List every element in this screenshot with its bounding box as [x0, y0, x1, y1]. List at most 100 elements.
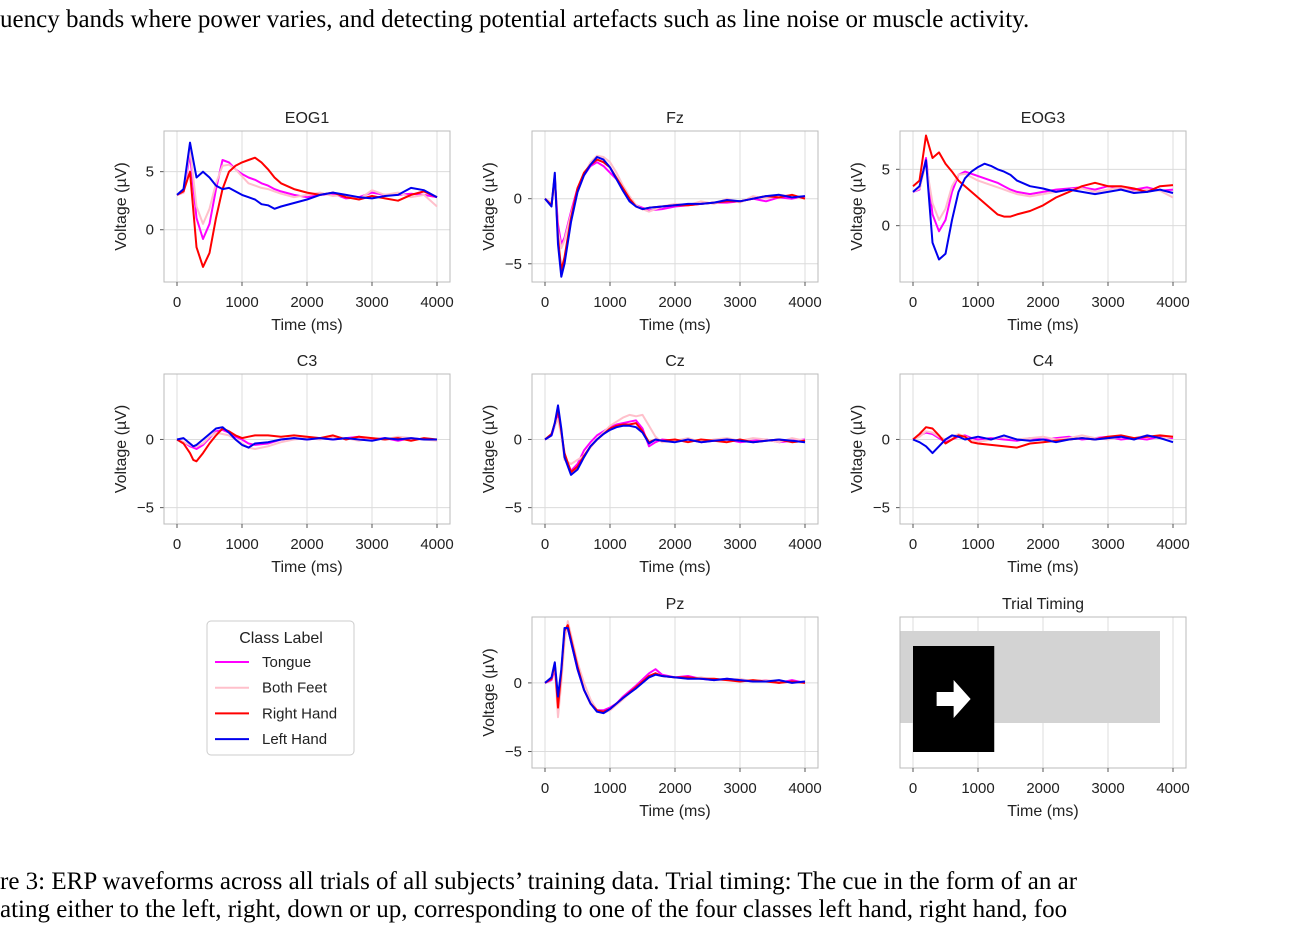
y-tick-label: −5: [505, 256, 522, 273]
x-tick-label: 2000: [658, 536, 691, 553]
series-line-tongue: [176, 153, 438, 240]
y-tick-label: 0: [514, 675, 522, 692]
x-axis-label: Time (ms): [271, 317, 342, 334]
y-tick-label: 0: [882, 218, 890, 235]
figure-caption-line-2: ating either to the left, right, down or…: [0, 896, 1068, 923]
x-tick-label: 0: [909, 536, 917, 553]
x-tick-label: 4000: [1156, 536, 1189, 553]
panel-title-pz: Pz: [666, 596, 685, 613]
panel-c3: 0 −5 Voltage (µV) 0 1000 2000 3000 4000 Time (ms…: [113, 353, 454, 576]
panel-title-fz: Fz: [666, 110, 684, 127]
x-tick-label: 1000: [593, 780, 626, 797]
y-tick-label: −5: [137, 500, 154, 517]
x-tick-label: 0: [173, 536, 181, 553]
x-tick-label: 1000: [225, 536, 258, 553]
series-line-left-hand: [544, 156, 806, 278]
x-tick-label: 1000: [961, 536, 994, 553]
x-tick-label: 2000: [1026, 294, 1059, 311]
series-line-left-hand: [912, 434, 1174, 455]
x-tick-label: 3000: [355, 536, 388, 553]
panel-pz: 0 −5 Voltage (µV) 0 1000 2000 3000 4000 Time (ms…: [481, 596, 822, 820]
x-tick-label: 1000: [961, 294, 994, 311]
x-tick-label: 1000: [961, 780, 994, 797]
x-axis-label: Time (ms): [1007, 803, 1078, 820]
series-line-left-hand: [544, 627, 806, 715]
y-axis-label: Voltage (µV): [849, 162, 866, 250]
x-tick-label: 0: [909, 294, 917, 311]
y-axis-label: Voltage (µV): [849, 405, 866, 493]
panel-title-eog3: EOG3: [1021, 110, 1066, 127]
panel-title-c3: C3: [297, 353, 318, 370]
panel-eog3: 5 0 Voltage (µV) 0 1000 2000 3000 4000 Time (ms)…: [849, 110, 1190, 334]
right-arrow-icon: [936, 680, 971, 718]
x-tick-label: 4000: [420, 294, 453, 311]
panel-title-cz: Cz: [665, 353, 685, 370]
series-line-left-hand: [544, 404, 806, 476]
x-axis-label: Time (ms): [639, 803, 710, 820]
x-tick-label: 1000: [225, 294, 258, 311]
x-tick-label: 2000: [1026, 780, 1059, 797]
y-axis-label: Voltage (µV): [113, 162, 130, 250]
series-line-both-feet: [176, 147, 438, 225]
x-tick-label: 3000: [1091, 536, 1124, 553]
legend-title: Class Label: [239, 630, 323, 647]
intro-text-line: uency bands where power varies, and dete…: [0, 6, 1030, 33]
x-tick-label: 0: [173, 294, 181, 311]
legend-frame: [206, 620, 355, 756]
legend-label-left-hand: Left Hand: [262, 731, 327, 748]
y-tick-label: −5: [873, 500, 890, 517]
y-tick-label: 5: [882, 161, 890, 178]
panel-eog1: 5 0 Voltage (µV) 0 1000 2000 3000 4000 Time (ms)…: [113, 110, 454, 334]
y-tick-label: 0: [514, 191, 522, 208]
x-axis-label: Time (ms): [271, 559, 342, 576]
legend-label-tongue: Tongue: [262, 654, 311, 671]
x-tick-label: 4000: [1156, 294, 1189, 311]
x-tick-label: 3000: [1091, 294, 1124, 311]
panel-c4: 0 −5 Voltage (µV) 0 1000 2000 3000 4000 Time (ms…: [849, 353, 1190, 576]
y-axis-label: Voltage (µV): [113, 405, 130, 493]
y-axis-label: Voltage (µV): [481, 162, 498, 250]
series-line-left-hand: [912, 159, 1174, 261]
x-tick-label: 3000: [723, 294, 756, 311]
y-axis-label: Voltage (µV): [481, 405, 498, 493]
x-tick-label: 3000: [1091, 780, 1124, 797]
x-tick-label: 2000: [658, 294, 691, 311]
panel-trial-timing: 0 1000 2000 3000 4000 Time (ms) Trial Timing: [899, 596, 1190, 820]
x-tick-label: 3000: [723, 780, 756, 797]
x-tick-label: 0: [541, 780, 549, 797]
x-tick-label: 2000: [658, 780, 691, 797]
x-tick-label: 4000: [788, 294, 821, 311]
x-tick-label: 4000: [788, 780, 821, 797]
series-line-both-feet: [544, 154, 806, 250]
y-tick-label: −5: [505, 500, 522, 517]
series-line-both-feet: [912, 162, 1174, 221]
y-tick-label: 0: [882, 431, 890, 448]
series-line-left-hand: [176, 426, 437, 449]
x-tick-label: 0: [909, 780, 917, 797]
x-axis-label: Time (ms): [639, 317, 710, 334]
panel-fz: 0 −5 Voltage (µV) 0 1000 2000 3000 4000 Time (ms…: [481, 110, 822, 334]
y-tick-label: 0: [146, 222, 154, 239]
legend-label-both-feet: Both Feet: [262, 680, 328, 697]
x-tick-label: 1000: [593, 536, 626, 553]
y-tick-label: 5: [146, 164, 154, 181]
figure-caption-line-1: re 3: ERP waveforms across all trials of…: [0, 868, 1078, 895]
series-line-tongue: [912, 431, 1174, 444]
x-tick-label: 3000: [723, 536, 756, 553]
x-tick-label: 4000: [1156, 780, 1189, 797]
panel-cz: 0 −5 Voltage (µV) 0 1000 2000 3000 4000 Time (ms…: [481, 353, 822, 576]
series-line-right-hand: [912, 426, 1174, 449]
y-tick-label: 0: [514, 431, 522, 448]
x-tick-label: 4000: [788, 536, 821, 553]
erp-figure: 5 0 Voltage (µV) 0 1000 2000 3000 4000 Time (ms)…: [113, 110, 1190, 820]
panel-title-eog1: EOG1: [285, 110, 330, 127]
y-axis-label: Voltage (µV): [481, 648, 498, 736]
y-tick-label: 0: [146, 431, 154, 448]
series-line-left-hand: [176, 141, 438, 210]
legend: Class Label Tongue Both Feet Right Hand Left…: [206, 620, 355, 756]
x-tick-label: 2000: [290, 294, 323, 311]
panel-title-trial-timing: Trial Timing: [1002, 596, 1084, 613]
x-tick-label: 3000: [355, 294, 388, 311]
x-tick-label: 0: [541, 294, 549, 311]
x-axis-label: Time (ms): [1007, 559, 1078, 576]
